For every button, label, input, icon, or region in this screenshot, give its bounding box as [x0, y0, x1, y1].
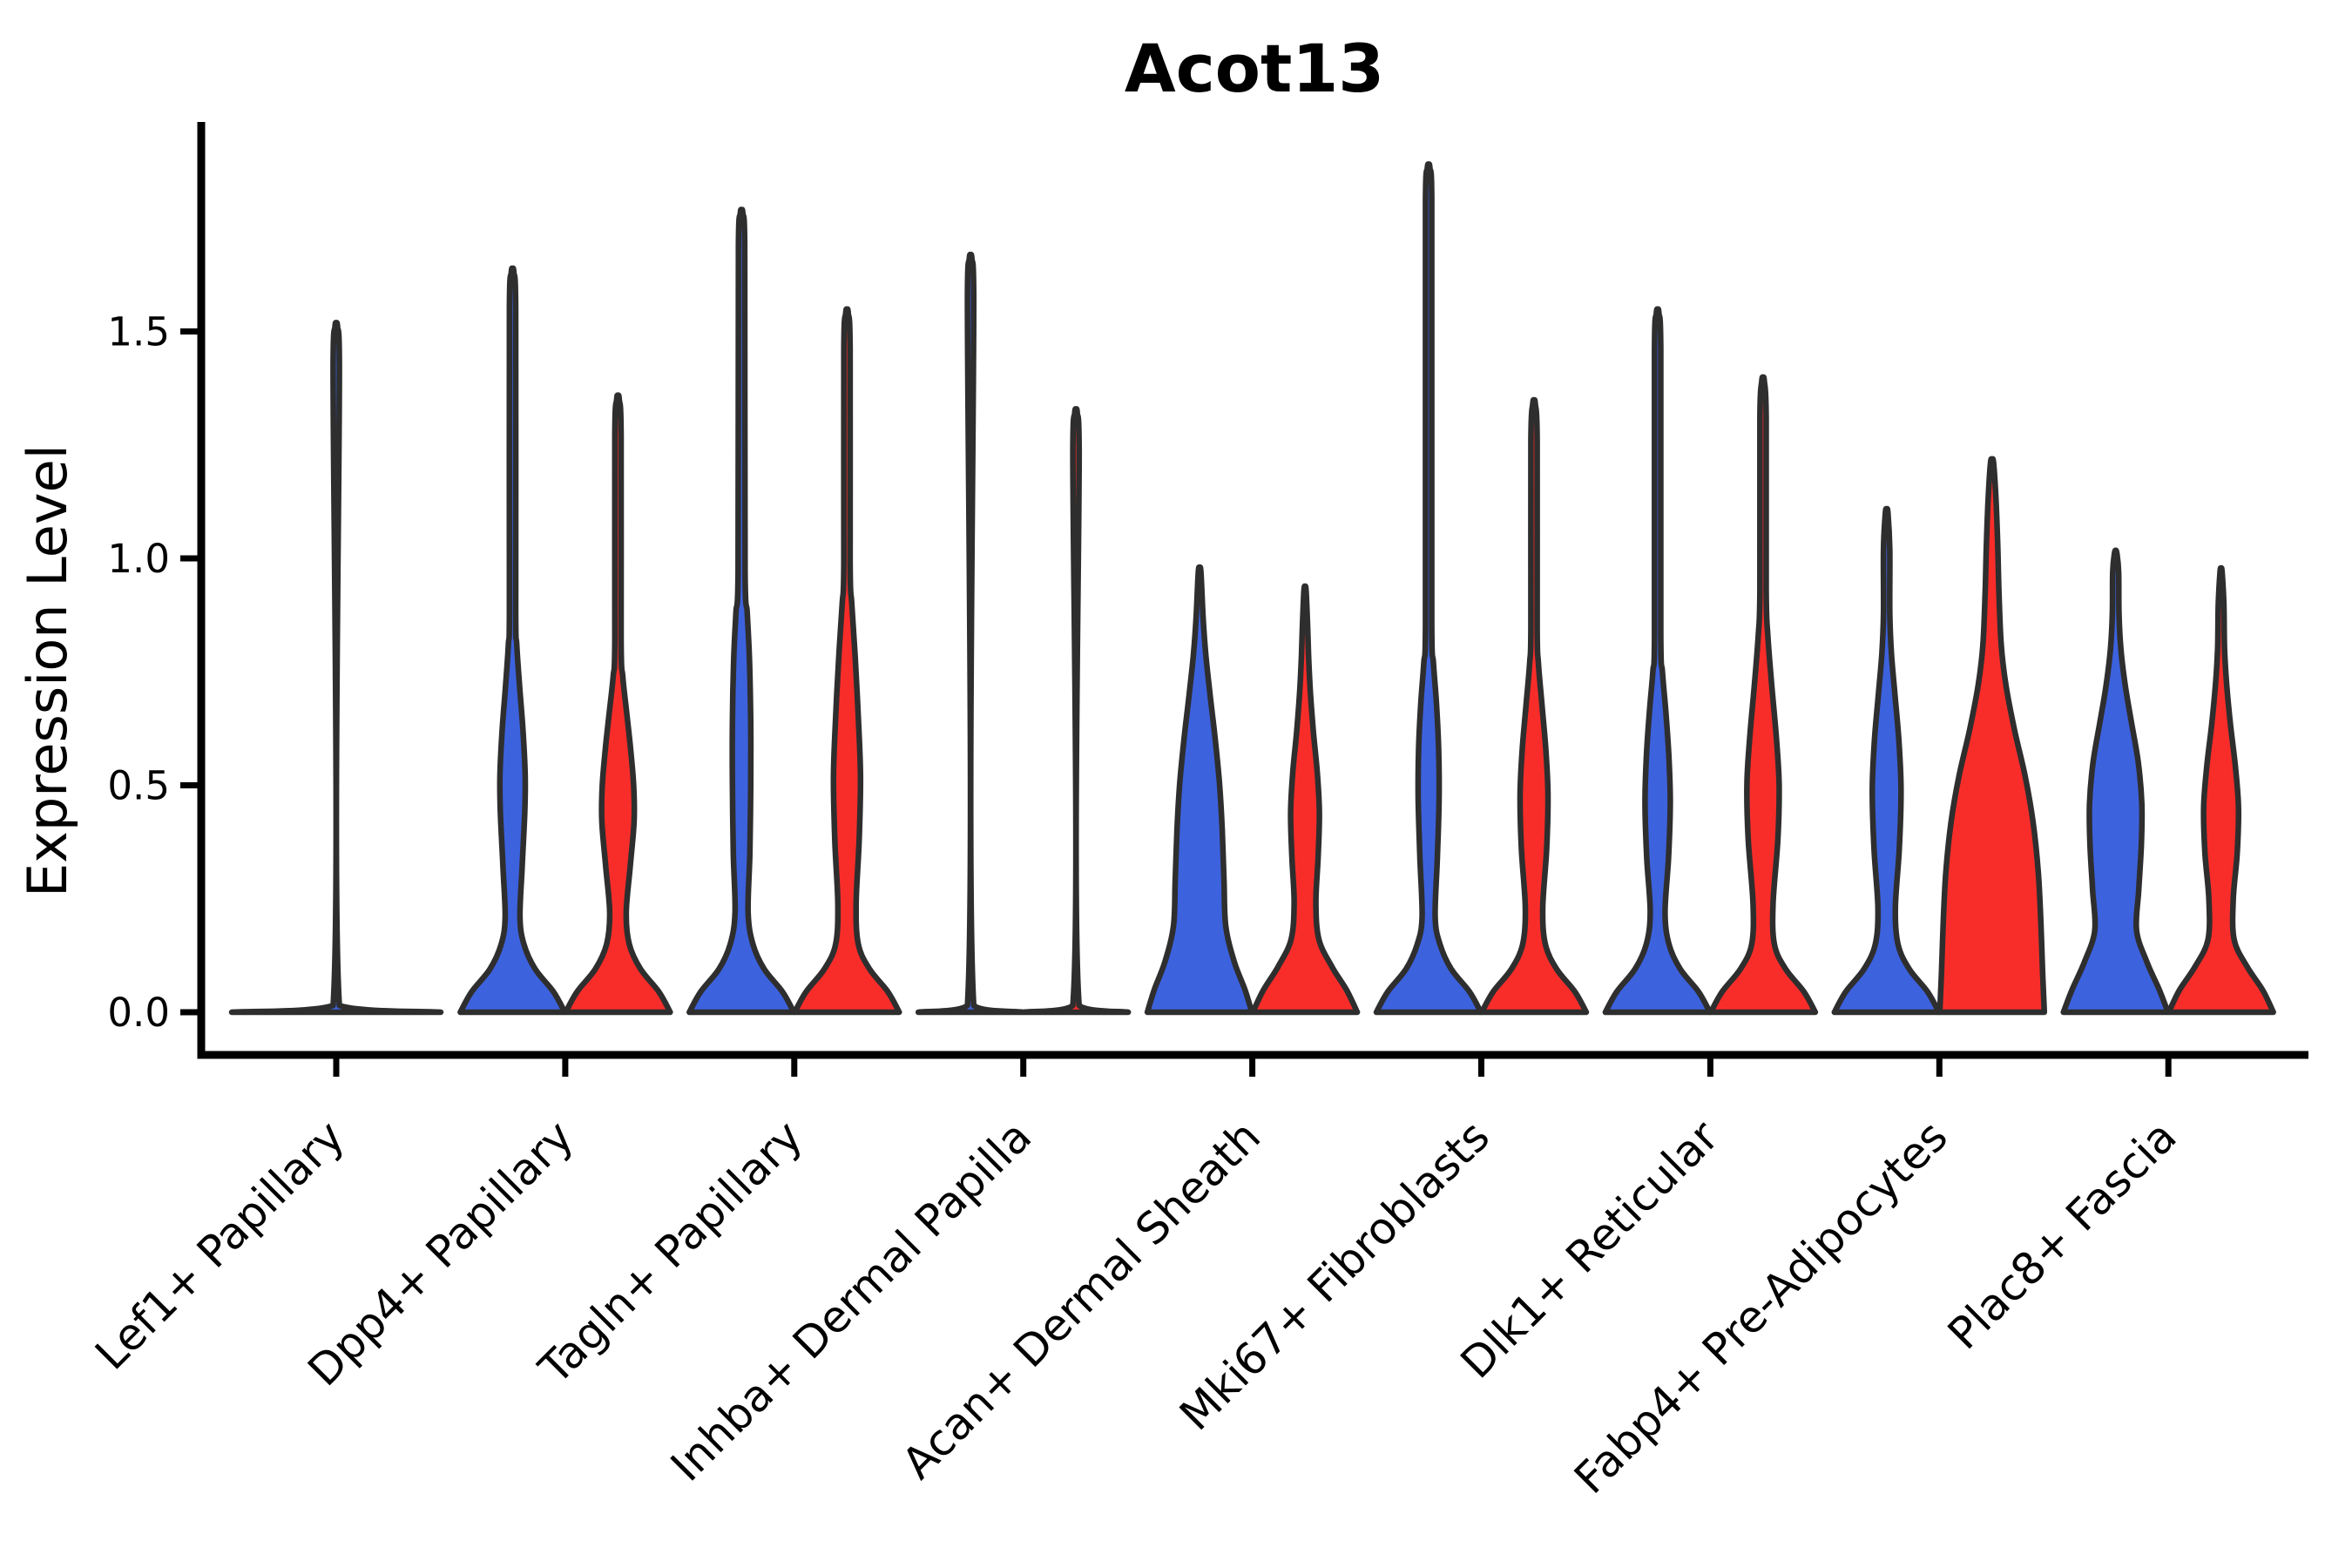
violin-dpp4-papillary-blue — [457, 265, 568, 1016]
y-axis-label: Expression Level — [16, 444, 79, 897]
x-tick-label-lef1-papillary: Lef1+ Papillary — [85, 1111, 354, 1379]
violin-fabp4-pre-adipocytes-blue — [1831, 505, 1943, 1016]
violin-inhba-dermal-papilla-red — [1020, 406, 1132, 1016]
violin-dpp4-papillary-red — [563, 392, 673, 1016]
violin-mki67-fibroblasts-blue — [1373, 161, 1484, 1016]
x-tick-label-inhba-dermal-papilla: Inhba+ Dermal Papilla — [661, 1111, 1041, 1490]
violin-fabp4-pre-adipocytes-red — [1936, 456, 2048, 1016]
violin-lef1-papillary-blue — [228, 320, 444, 1016]
violin-mki67-fibroblasts-red — [1478, 396, 1590, 1016]
y-tick-label-1.5: 1.5 — [107, 309, 170, 355]
violin-tagln-papillary-red — [792, 306, 902, 1016]
violin-acan-dermal-sheath-blue — [1144, 564, 1255, 1016]
y-tick-label-0.0: 0.0 — [107, 990, 170, 1036]
y-tick-label-0.5: 0.5 — [107, 763, 170, 809]
x-tick-label-plac8-fascia: Plac8+ Fascia — [1938, 1111, 2186, 1359]
violin-tagln-papillary-blue — [686, 206, 797, 1016]
violin-plac8-fascia-red — [2166, 564, 2276, 1016]
y-tick-label-1.0: 1.0 — [107, 536, 170, 582]
x-tick-label-fabp4-pre-adipocytes: Fabp4+ Pre-Adipocytes — [1565, 1111, 1957, 1504]
violin-plac8-fascia-blue — [2060, 547, 2171, 1016]
violin-inhba-dermal-papilla-blue — [915, 252, 1026, 1016]
violins-layer — [228, 161, 2276, 1016]
violin-dlk1-reticular-blue — [1602, 306, 1713, 1016]
violin-dlk1-reticular-red — [1707, 374, 1819, 1016]
violin-acan-dermal-sheath-red — [1249, 583, 1361, 1016]
chart-title: Acot13 — [1125, 30, 1384, 107]
